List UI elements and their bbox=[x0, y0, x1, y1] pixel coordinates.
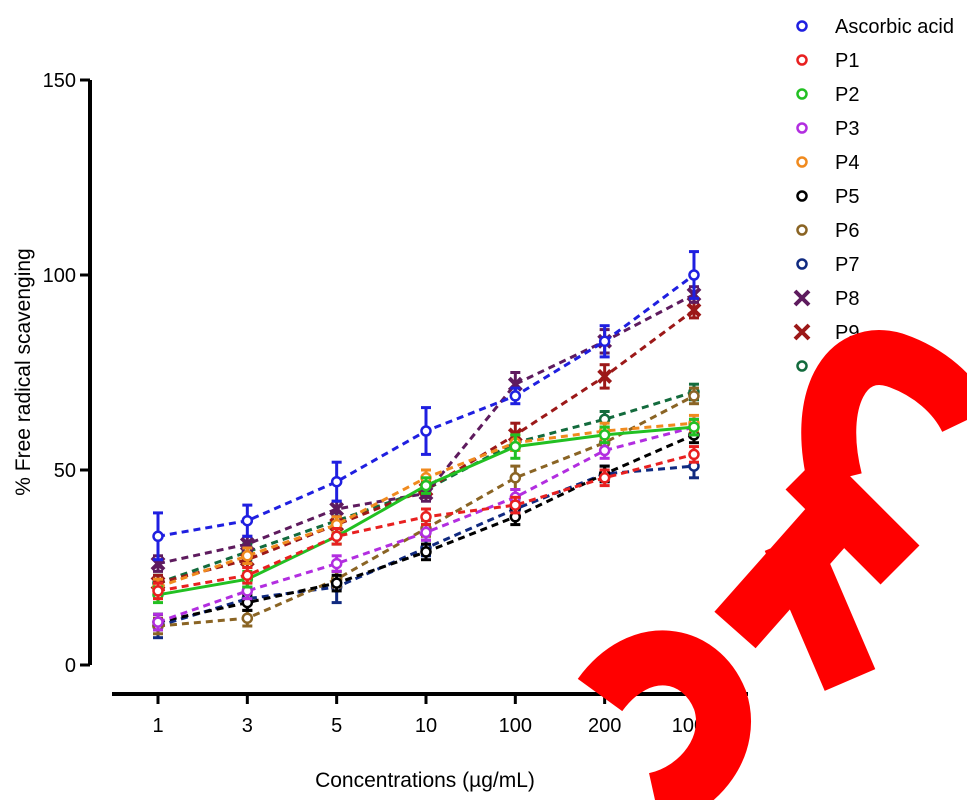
y-tick-label: 150 bbox=[43, 70, 76, 92]
data-point bbox=[420, 479, 432, 492]
data-point bbox=[688, 390, 700, 402]
legend-marker bbox=[796, 190, 808, 202]
legend-marker bbox=[796, 360, 808, 372]
x-tick-label: 200 bbox=[588, 715, 621, 737]
data-point bbox=[509, 440, 522, 453]
legend-marker bbox=[796, 88, 808, 100]
legend-item: P5 bbox=[796, 186, 859, 208]
x-ticks: 1 3 5 10 100 200 1000 bbox=[152, 694, 716, 737]
overlay-letter-c-shape bbox=[577, 630, 751, 800]
legend-marker bbox=[796, 156, 808, 168]
data-point bbox=[329, 501, 345, 517]
legend-marker bbox=[796, 20, 808, 32]
red-overlay-stamp bbox=[577, 330, 967, 800]
x-tick-label: 100 bbox=[499, 715, 532, 737]
legend-item: P2 bbox=[796, 84, 859, 106]
legend-label: P8 bbox=[835, 288, 859, 310]
legend-marker bbox=[796, 258, 808, 270]
data-point bbox=[420, 526, 432, 539]
legend-label: Ascorbic acid bbox=[835, 16, 954, 38]
data-point bbox=[688, 269, 700, 281]
data-point bbox=[152, 585, 164, 597]
data-point bbox=[241, 569, 254, 582]
data-point bbox=[686, 302, 702, 318]
x-axis-title: Concentrations (µg/mL) bbox=[315, 769, 535, 792]
data-point bbox=[509, 390, 522, 402]
data-point bbox=[509, 499, 522, 511]
data-point bbox=[420, 425, 432, 437]
y-tick-label: 100 bbox=[43, 265, 76, 287]
legend-label: P3 bbox=[835, 118, 859, 140]
data-point bbox=[152, 530, 164, 543]
legend-item: P6 bbox=[796, 220, 859, 242]
legend-marker bbox=[793, 323, 811, 341]
x-tick-label: 3 bbox=[242, 715, 253, 737]
legend-label: P7 bbox=[835, 254, 859, 276]
legend-item: Ascorbic acid bbox=[796, 16, 954, 38]
legend-marker bbox=[793, 289, 811, 307]
y-tick-label: 0 bbox=[65, 655, 76, 677]
data-point bbox=[598, 429, 611, 441]
data-point bbox=[420, 511, 432, 523]
overlay-letter-t-shape bbox=[714, 450, 920, 691]
legend-label: P4 bbox=[835, 152, 859, 174]
legend-item: P3 bbox=[796, 118, 859, 140]
data-point bbox=[597, 368, 613, 384]
legend-item: P7 bbox=[796, 254, 859, 276]
data-point bbox=[241, 550, 254, 562]
legend-item: P8 bbox=[793, 288, 859, 310]
legend-label: P2 bbox=[835, 84, 859, 106]
legend-marker bbox=[796, 122, 808, 134]
legend-label: P1 bbox=[835, 50, 859, 72]
legend-label: P5 bbox=[835, 186, 859, 208]
data-point bbox=[420, 546, 432, 558]
overlay-letter-d-shape bbox=[801, 330, 967, 487]
legend-marker bbox=[796, 224, 808, 236]
data-point bbox=[598, 472, 611, 484]
data-point bbox=[241, 514, 254, 527]
legend-item: P1 bbox=[796, 50, 859, 72]
x-tick-label: 10 bbox=[415, 715, 437, 737]
data-point bbox=[688, 448, 700, 461]
data-point bbox=[688, 421, 700, 433]
series-p1 bbox=[152, 445, 700, 601]
data-point bbox=[241, 612, 254, 624]
data-point bbox=[330, 530, 343, 543]
x-tick-label: 5 bbox=[331, 715, 342, 737]
data-point bbox=[330, 475, 343, 488]
y-ticks: 0 50 100 150 bbox=[43, 70, 90, 677]
series-ascorbic-acid bbox=[152, 250, 700, 562]
y-tick-label: 50 bbox=[54, 460, 76, 482]
legend-label: P6 bbox=[835, 220, 859, 242]
data-point bbox=[152, 616, 164, 628]
data-point bbox=[598, 444, 611, 457]
data-point bbox=[330, 577, 343, 589]
legend-item: P4 bbox=[796, 152, 859, 174]
axes bbox=[88, 80, 748, 696]
series-layer bbox=[150, 250, 702, 640]
legend-marker bbox=[796, 54, 808, 66]
y-axis-title: % Free radical scavenging bbox=[12, 248, 35, 495]
x-tick-label: 1 bbox=[152, 715, 163, 737]
data-point bbox=[330, 557, 343, 570]
data-point bbox=[598, 335, 611, 348]
data-point bbox=[509, 472, 522, 484]
